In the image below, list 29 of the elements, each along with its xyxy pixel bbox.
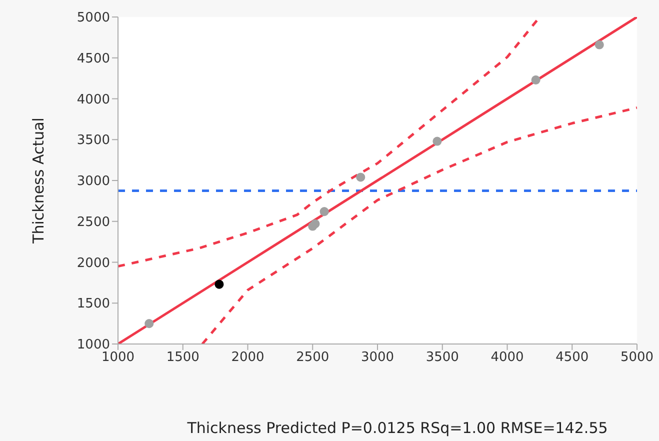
point: [356, 172, 366, 182]
y-tick-label: 2500: [76, 214, 110, 230]
y-tick-label: 4500: [76, 51, 110, 66]
y-tick-label: 1000: [76, 338, 110, 353]
point: [594, 40, 604, 50]
x-tick-label: 1500: [166, 350, 200, 366]
point: [214, 280, 224, 289]
x-tick-label: 2500: [296, 350, 330, 366]
x-tick-label: 3500: [426, 350, 459, 366]
x-tick-label: 5000: [620, 350, 654, 366]
y-tick-label: 3000: [76, 174, 110, 190]
x-tick-label: 2000: [231, 350, 264, 366]
point: [320, 207, 329, 216]
y-tick-label: 1500: [76, 296, 110, 312]
point: [310, 219, 320, 228]
x-tick-label: 4000: [490, 350, 524, 366]
point: [144, 319, 154, 328]
y-tick-label: 5000: [76, 10, 110, 26]
point: [531, 75, 540, 84]
y-tick-label: 2000: [76, 256, 110, 271]
y-tick-label: 3500: [76, 133, 110, 148]
x-tick-label: 1000: [101, 350, 135, 366]
line-series: [201, 106, 637, 344]
point: [432, 136, 442, 146]
y-axis-title: Thickness Actual: [29, 118, 48, 244]
x-axis-title: Thickness Predicted P=0.0125 RSq=1.00 RMSE=142.55: [186, 419, 608, 437]
y-tick-label: 4000: [76, 92, 110, 108]
x-tick-label: 4500: [556, 350, 589, 366]
x-tick-label: 3000: [360, 350, 394, 366]
